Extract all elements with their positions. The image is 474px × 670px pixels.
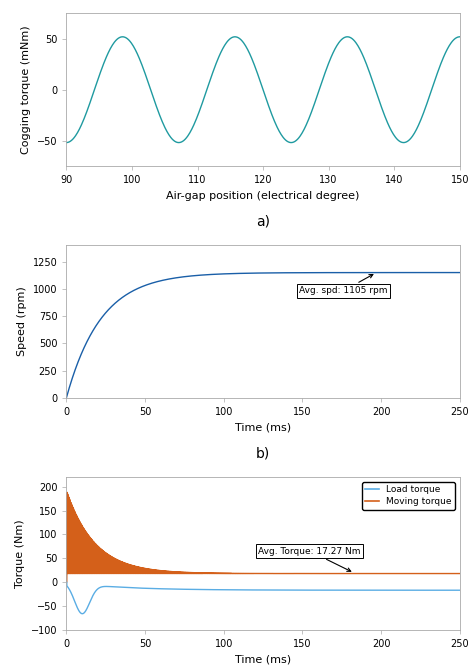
Legend: Load torque, Moving torque: Load torque, Moving torque (362, 482, 455, 510)
X-axis label: Air-gap position (electrical degree): Air-gap position (electrical degree) (166, 190, 360, 200)
X-axis label: Time (ms): Time (ms) (235, 655, 291, 665)
Text: b): b) (256, 447, 270, 461)
Y-axis label: Speed (rpm): Speed (rpm) (17, 287, 27, 356)
Text: Avg. spd: 1105 rpm: Avg. spd: 1105 rpm (299, 275, 388, 295)
Text: Avg. Torque: 17.27 Nm: Avg. Torque: 17.27 Nm (258, 547, 361, 572)
Y-axis label: Torque (Nm): Torque (Nm) (15, 519, 25, 588)
X-axis label: Time (ms): Time (ms) (235, 423, 291, 432)
Text: a): a) (256, 215, 270, 228)
Y-axis label: Cogging torque (mNm): Cogging torque (mNm) (21, 25, 31, 154)
